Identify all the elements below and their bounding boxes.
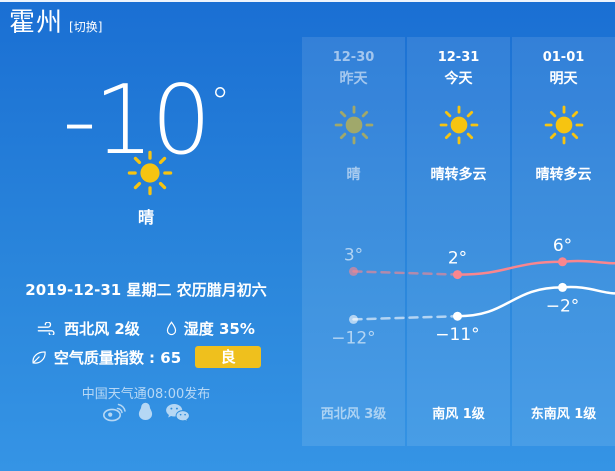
forecast-day-label: 昨天 xyxy=(339,71,368,87)
current-temperature: -10° xyxy=(0,52,292,171)
forecast-wind: 西北风 3级 xyxy=(320,407,387,422)
sun-icon xyxy=(512,105,615,145)
forecast-date: 12-30 xyxy=(332,50,375,65)
city-header: 霍州 [切换] xyxy=(9,8,102,38)
forecast-condition: 晴转多云 xyxy=(535,167,592,183)
city-switch-link[interactable]: [切换] xyxy=(69,20,103,34)
weibo-icon[interactable] xyxy=(102,402,126,422)
humidity-text: 湿度 35% xyxy=(183,320,255,338)
share-row xyxy=(0,402,292,422)
degree-symbol: ° xyxy=(210,80,230,124)
forecast-day-label: 今天 xyxy=(444,71,473,87)
wind-humidity-row: 西北风 2级 湿度 35% xyxy=(0,318,292,339)
forecast-day-today[interactable]: 12-31 今天 晴转多云 南风 1级 xyxy=(407,37,510,446)
temperature-value: -10 xyxy=(62,66,211,176)
aqi-status-badge: 良 xyxy=(195,346,262,368)
forecast-wind: 东南风 1级 xyxy=(530,407,597,422)
sun-icon xyxy=(127,150,173,196)
forecast-day-yesterday[interactable]: 12-30 昨天 晴 西北风 3级 xyxy=(302,37,405,446)
aqi-row: 空气质量指数 : 65 良 xyxy=(0,346,292,368)
humidity-icon xyxy=(166,321,177,336)
forecast-panel: 12-30 昨天 晴 西北风 3级 12-31 今天 xyxy=(302,37,615,446)
forecast-wind: 南风 1级 xyxy=(432,407,485,422)
forecast-condition: 晴 xyxy=(346,167,361,183)
forecast-condition: 晴转多云 xyxy=(430,167,487,183)
city-name: 霍州 xyxy=(9,8,64,38)
current-condition-text: 晴 xyxy=(137,208,154,227)
date-lunar-line: 2019-12-31 星期二 农历腊月初六 xyxy=(25,281,267,299)
forecast-date: 01-01 xyxy=(542,50,585,65)
wind-item: 西北风 2级 xyxy=(37,318,140,339)
wechat-icon[interactable] xyxy=(165,403,190,422)
qq-icon[interactable] xyxy=(137,402,154,422)
top-edge-line xyxy=(0,0,615,2)
wind-text: 西北风 2级 xyxy=(64,320,140,338)
leaf-icon xyxy=(31,350,47,365)
sun-icon xyxy=(407,105,510,145)
humidity-item: 湿度 35% xyxy=(166,318,255,339)
forecast-day-tomorrow[interactable]: 01-01 明天 晴转多云 东南风 1级 xyxy=(512,37,615,446)
aqi-text: 空气质量指数 : 65 xyxy=(53,348,182,367)
release-info: 中国天气通08:00发布 xyxy=(81,387,211,402)
forecast-day-label: 明天 xyxy=(549,71,578,87)
wind-icon xyxy=(37,322,57,335)
sun-icon xyxy=(302,105,405,145)
forecast-date: 12-31 xyxy=(437,50,480,65)
